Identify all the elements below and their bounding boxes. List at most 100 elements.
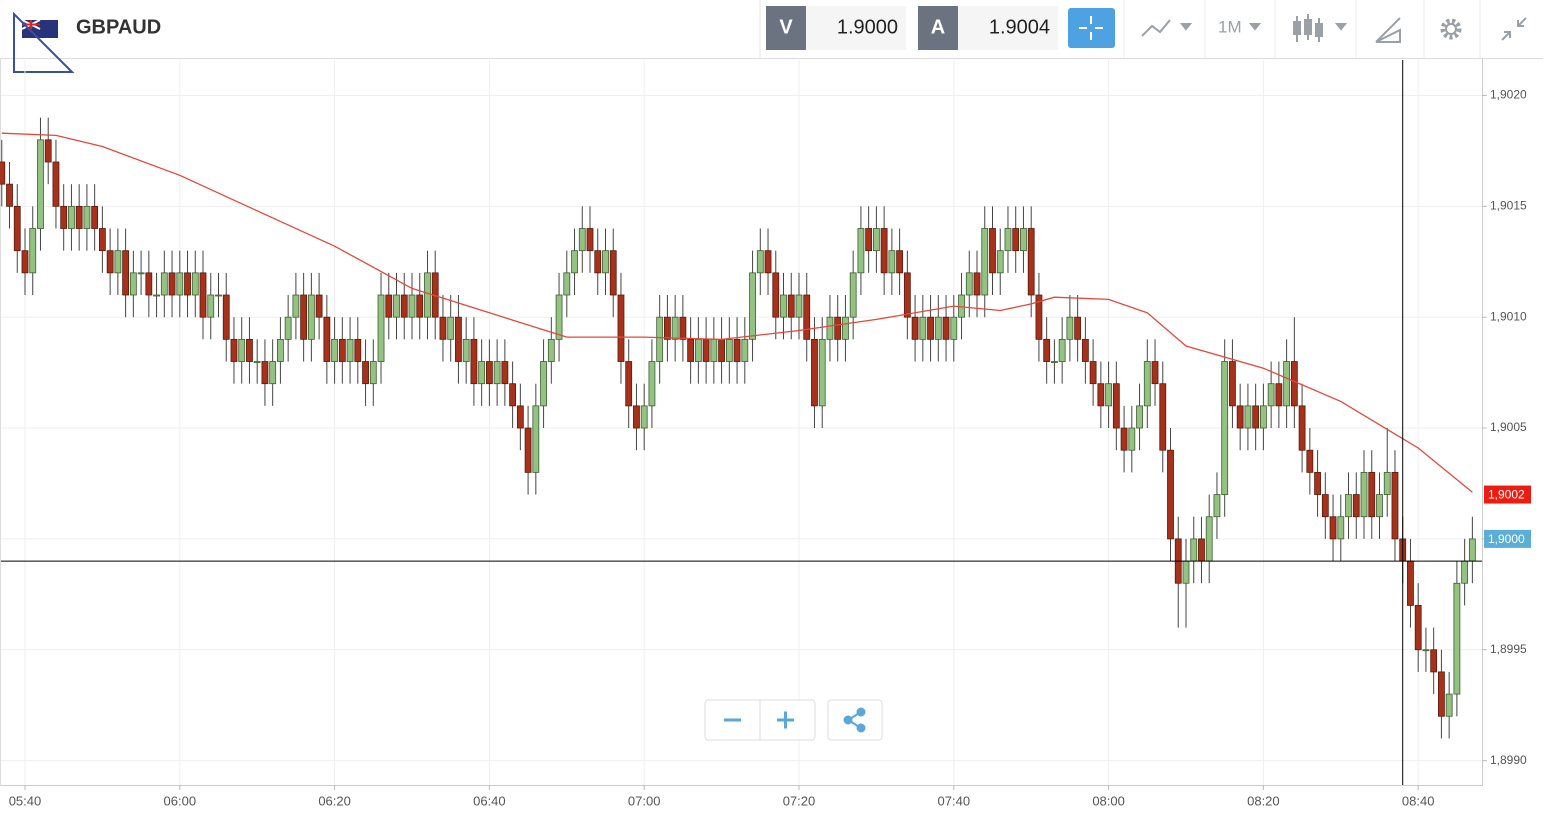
candle-body [1445, 693, 1453, 717]
candle-body [377, 294, 385, 362]
candle-body [524, 427, 532, 473]
candle-body [1167, 449, 1174, 540]
candle-body [277, 338, 284, 362]
candle-body [98, 228, 106, 252]
candle-body [1352, 494, 1360, 518]
candle-body [540, 361, 547, 407]
candle-body [354, 338, 362, 362]
candle-body [1360, 471, 1368, 518]
candle-body [1097, 383, 1105, 407]
candle-body [307, 294, 315, 340]
candle-body [733, 338, 741, 362]
candle-body [818, 338, 826, 407]
candle-body [888, 250, 896, 274]
candle-body [455, 316, 462, 362]
price-marker-label: 1,9002 [1488, 488, 1525, 502]
candle-body [13, 205, 21, 252]
candle-body [1422, 649, 1430, 652]
candle-body [1213, 494, 1221, 518]
candle-body [842, 316, 849, 340]
candle-body [1391, 471, 1399, 540]
candle-body [160, 272, 168, 296]
candle-body [927, 316, 934, 340]
sell-price-box[interactable] [806, 6, 906, 50]
candle-body [323, 316, 331, 362]
candle-body [756, 250, 764, 274]
buy-label[interactable]: A [931, 16, 945, 38]
candle-body [1128, 427, 1136, 451]
candle-body [664, 316, 671, 340]
price-marker-label: 1,9000 [1488, 532, 1525, 546]
candle-body [965, 272, 973, 296]
candle-body [176, 272, 184, 296]
candle-body [532, 405, 540, 473]
candle-body [1159, 383, 1167, 451]
candle-body [1182, 560, 1190, 584]
toolbar-icons [1123, 0, 1527, 58]
timeframe[interactable]: 1M [1218, 17, 1242, 36]
candle-body [516, 405, 524, 429]
candle-body [1306, 449, 1314, 473]
candle-body [416, 294, 424, 318]
candle-body [230, 338, 238, 362]
candle-body [865, 228, 873, 252]
candle-body [1190, 538, 1198, 562]
y-tick-label: 1,9005 [1490, 420, 1527, 434]
candle-body [292, 294, 300, 318]
candle-body [44, 139, 52, 163]
candle-body [710, 338, 718, 362]
candle-body [694, 338, 702, 362]
zoom-in[interactable] [777, 711, 794, 729]
candle-body [625, 361, 633, 407]
candle-body [934, 316, 942, 340]
candle-body [834, 316, 842, 340]
symbol[interactable]: GBPAUD [76, 16, 161, 38]
x-tick-label: 08:00 [1092, 793, 1125, 808]
candle-body [1298, 405, 1306, 451]
candle-body [795, 294, 803, 318]
candle-body [52, 161, 60, 207]
candle-body [1267, 383, 1275, 407]
flag-icon [13, 11, 75, 73]
candle-body [0, 161, 6, 185]
sell-button[interactable] [766, 6, 806, 50]
candle-body [547, 338, 555, 362]
candle-body [1461, 560, 1469, 584]
candle-body [1205, 516, 1213, 562]
candle-body [37, 139, 44, 229]
y-tick-label: 1,8995 [1490, 642, 1527, 656]
candle-body [509, 383, 517, 407]
share-button[interactable] [827, 699, 883, 741]
candle-body [393, 294, 400, 318]
sell-price[interactable]: 1.9000 [837, 16, 898, 38]
candle-body [880, 228, 888, 274]
candle-body [872, 228, 880, 252]
x-tick-label: 05:40 [9, 793, 42, 808]
candle-body [1468, 538, 1476, 562]
candle-body [29, 228, 37, 274]
candle-body [408, 294, 416, 318]
candle-body [857, 228, 865, 274]
candle-body [1143, 361, 1151, 407]
candle-body [269, 361, 277, 385]
crosshair-button[interactable] [1068, 8, 1115, 48]
candle-body [153, 294, 160, 297]
candle-body [594, 250, 602, 274]
candle-body [1453, 582, 1461, 695]
candle-body [942, 316, 950, 340]
candle-body [1004, 228, 1012, 252]
candle-body [911, 316, 919, 340]
buy-button[interactable] [918, 6, 958, 50]
candle-body [981, 228, 989, 296]
sell-label[interactable]: V [779, 16, 793, 38]
buy-price[interactable]: 1.9004 [989, 16, 1050, 38]
candle-body [563, 272, 571, 296]
candle-body [633, 405, 640, 429]
candle-body [207, 294, 215, 318]
candle-body [470, 338, 478, 385]
buy-price-box[interactable] [958, 6, 1058, 50]
y-tick-label: 1,9020 [1490, 88, 1527, 102]
candle-body [1151, 361, 1159, 385]
x-tick-label: 07:00 [628, 793, 661, 808]
candle-body [989, 228, 996, 274]
